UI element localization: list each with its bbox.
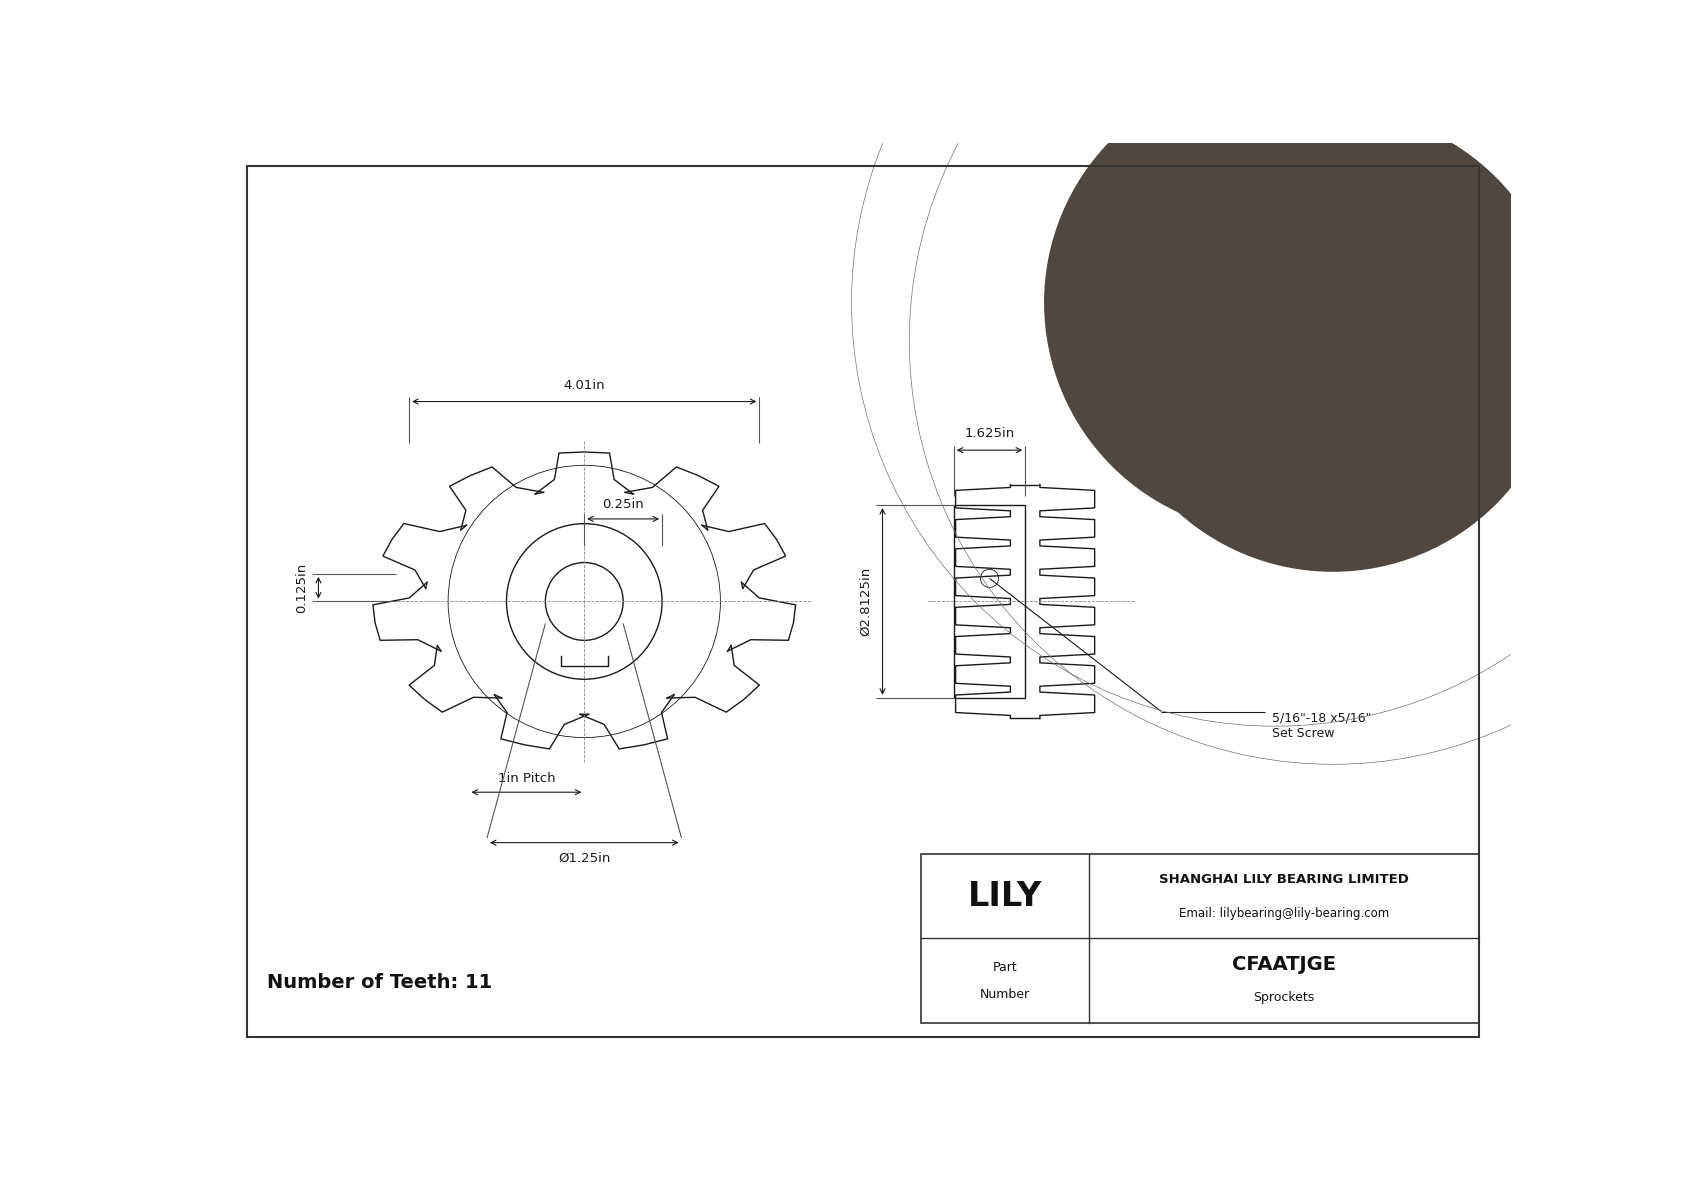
Circle shape <box>1044 71 1505 534</box>
Text: 0.25in: 0.25in <box>603 498 643 511</box>
Text: 4.01in: 4.01in <box>564 379 605 392</box>
Text: CFAATJGE: CFAATJGE <box>1231 955 1335 974</box>
Text: 1in Pitch: 1in Pitch <box>497 772 556 785</box>
Text: Number of Teeth: 11: Number of Teeth: 11 <box>266 973 492 992</box>
Polygon shape <box>1270 243 1292 272</box>
Bar <box>1396 287 1423 366</box>
Polygon shape <box>1207 268 1246 292</box>
Polygon shape <box>1329 243 1352 272</box>
Polygon shape <box>1179 312 1221 323</box>
Ellipse shape <box>1206 260 1415 393</box>
Ellipse shape <box>1250 287 1359 356</box>
Text: Part: Part <box>992 961 1017 973</box>
Polygon shape <box>1236 373 1266 400</box>
Circle shape <box>1101 110 1564 572</box>
Text: Ø1.25in: Ø1.25in <box>557 852 611 865</box>
Polygon shape <box>1303 385 1317 413</box>
Polygon shape <box>1401 312 1443 323</box>
Polygon shape <box>1376 268 1413 292</box>
Polygon shape <box>1354 373 1386 400</box>
Text: Email: lilybearing@lily-bearing.com: Email: lilybearing@lily-bearing.com <box>1179 906 1389 919</box>
Text: 5/16"-18 x5/16"
Set Screw: 5/16"-18 x5/16" Set Screw <box>1271 711 1371 740</box>
Polygon shape <box>1391 347 1433 364</box>
Text: Number: Number <box>980 989 1031 1002</box>
Text: SHANGHAI LILY BEARING LIMITED: SHANGHAI LILY BEARING LIMITED <box>1159 873 1410 886</box>
Text: 0.125in: 0.125in <box>295 562 308 613</box>
Bar <box>921 854 1479 1023</box>
Text: Ø2.8125in: Ø2.8125in <box>859 567 872 636</box>
Text: LILY: LILY <box>968 880 1042 912</box>
Text: Sprockets: Sprockets <box>1253 991 1315 1004</box>
Ellipse shape <box>1271 300 1330 338</box>
Bar <box>953 505 1026 698</box>
Text: 1.625in: 1.625in <box>965 428 1014 441</box>
Polygon shape <box>1187 347 1229 364</box>
